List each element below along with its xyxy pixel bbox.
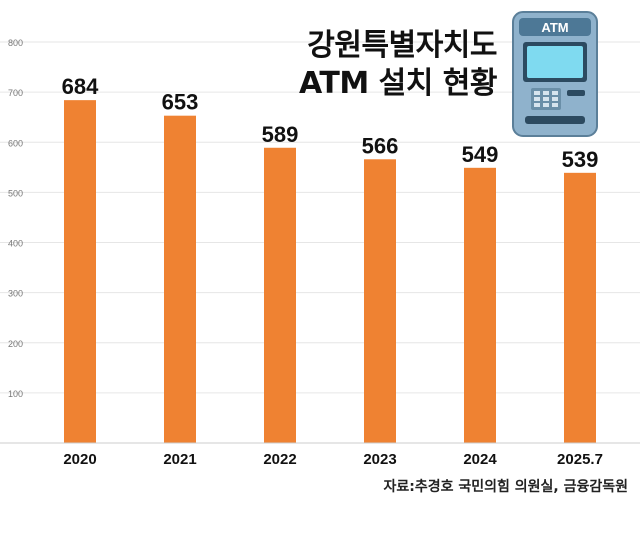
data-label: 566 <box>362 133 399 158</box>
data-label: 549 <box>462 142 499 167</box>
chart-title-line-1: 강원특별자치도 <box>307 28 497 63</box>
y-tick-label: 700 <box>8 88 23 98</box>
y-tick-label: 400 <box>8 239 23 249</box>
y-tick-label: 600 <box>8 138 23 148</box>
source-note: 자료:추경호 국민의힘 의원실, 금융감독원 <box>383 479 629 495</box>
bar-2022 <box>264 147 296 444</box>
x-tick-label: 2025.7 <box>557 451 603 468</box>
y-tick-label: 300 <box>8 289 23 299</box>
x-tick-label: 2021 <box>163 451 196 468</box>
bar-2020 <box>64 100 96 444</box>
x-tick-label: 2024 <box>463 451 497 468</box>
y-axis-ticks: 100 200 300 400 500 600 700 800 <box>8 38 23 399</box>
data-labels: 684 653 589 566 549 539 <box>62 74 599 172</box>
atm-machine-icon: ATM <box>512 11 598 137</box>
data-label: 589 <box>262 122 299 147</box>
bar-2021 <box>164 115 196 443</box>
x-axis-ticks: 2020 2021 2022 2023 2024 2025.7 <box>63 451 603 468</box>
y-tick-label: 500 <box>8 188 23 198</box>
bar-2024 <box>464 167 496 443</box>
data-label: 684 <box>62 74 99 99</box>
x-tick-label: 2023 <box>363 451 396 468</box>
bar-2023 <box>364 159 396 444</box>
bars <box>64 100 596 444</box>
data-label: 653 <box>162 90 199 115</box>
y-tick-label: 100 <box>8 389 23 399</box>
y-tick-label: 800 <box>8 38 23 48</box>
y-tick-label: 200 <box>8 339 23 349</box>
bar-2025.7 <box>564 172 596 444</box>
x-tick-label: 2020 <box>63 451 96 468</box>
data-label: 539 <box>562 147 599 172</box>
gridlines <box>0 41 640 394</box>
atm-icon-label: ATM <box>541 20 568 35</box>
x-tick-label: 2022 <box>263 451 296 468</box>
chart-title-line-2: ATM 설치 현황 <box>299 66 498 101</box>
